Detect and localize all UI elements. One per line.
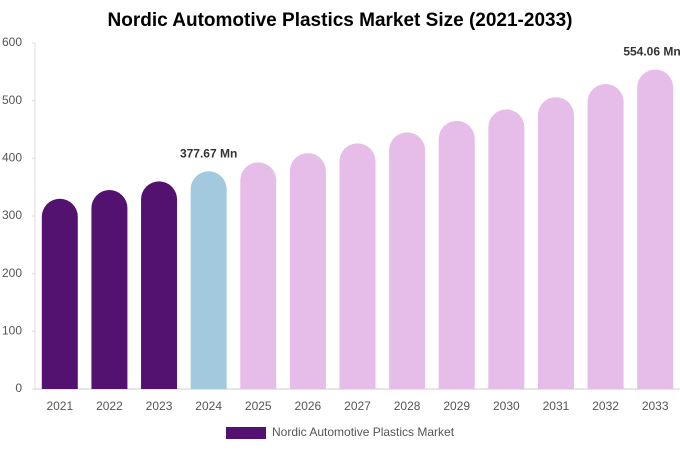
y-tick-label: 600 [2,35,22,49]
bar [438,120,475,389]
bar [91,190,128,389]
x-tick-label: 2031 [543,399,570,413]
bar [488,109,525,389]
bar [637,69,674,390]
x-tick-label: 2033 [642,399,669,413]
bar [339,143,376,389]
y-tick-label: 0 [15,381,22,395]
bar [587,83,624,389]
legend-label: Nordic Automotive Plastics Market [272,425,455,439]
bar [141,181,178,389]
bar [190,171,227,389]
legend-swatch [226,427,266,439]
x-tick-label: 2024 [195,399,222,413]
y-tick-label: 500 [2,93,22,107]
x-tick-label: 2029 [443,399,470,413]
y-tick-label: 300 [2,208,22,222]
bar [289,153,326,389]
value-label: 377.67 Mn [180,146,237,160]
x-tick-label: 2023 [146,399,173,413]
bar [41,198,78,389]
x-tick-label: 2030 [493,399,520,413]
x-tick-label: 2027 [344,399,371,413]
y-tick-label: 100 [2,324,22,338]
x-tick-label: 2028 [394,399,421,413]
y-tick-label: 200 [2,266,22,280]
x-tick-label: 2025 [245,399,272,413]
x-tick-label: 2026 [295,399,322,413]
y-tick-label: 400 [2,151,22,165]
x-tick-label: 2032 [592,399,619,413]
value-label: 554.06 Mn [623,45,680,59]
bar [537,97,574,389]
x-tick-label: 2021 [46,399,73,413]
bar [240,162,277,389]
chart-title: Nordic Automotive Plastics Market Size (… [108,10,573,31]
bar [389,132,426,389]
x-tick-label: 2022 [96,399,123,413]
